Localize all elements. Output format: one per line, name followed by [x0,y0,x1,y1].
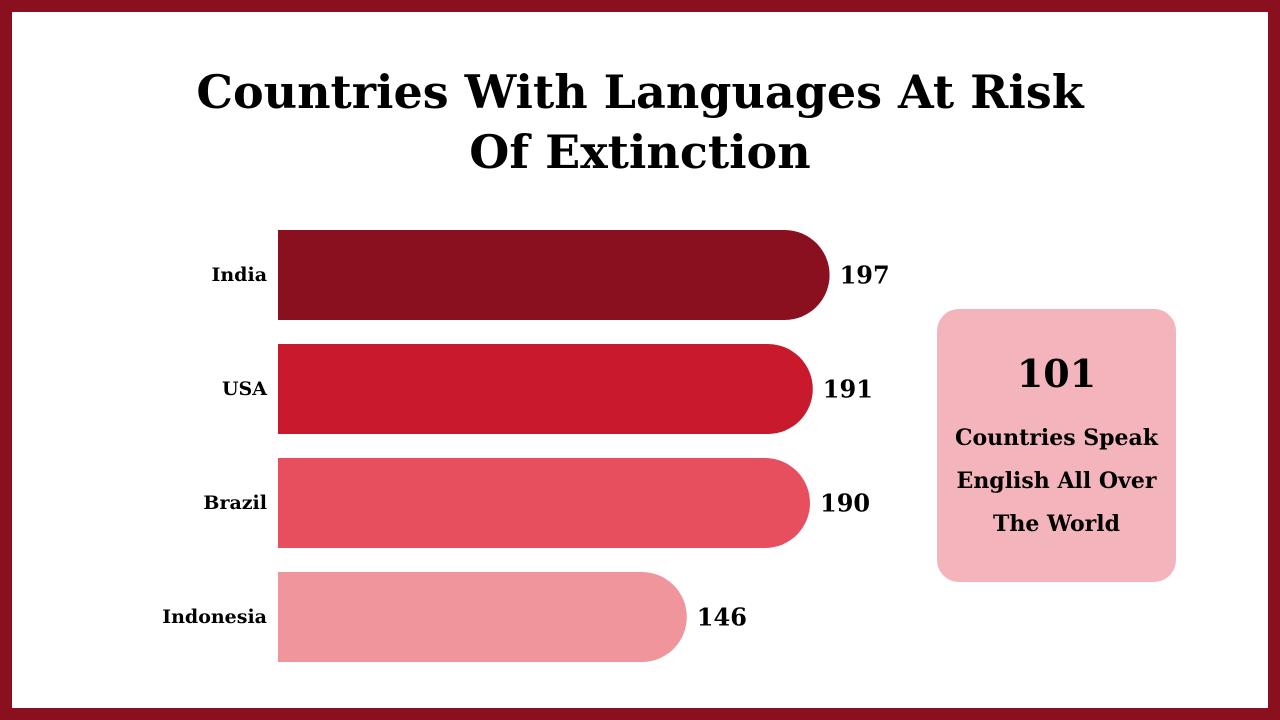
bar-brazil [278,458,810,548]
stat-callout: 101 Countries Speak English All Over The… [937,309,1176,582]
value-label-brazil: 190 [820,489,870,518]
bar-indonesia [278,572,687,662]
stat-callout-number: 101 [1016,351,1097,396]
category-label-indonesia: Indonesia [162,606,267,628]
chart-title: Countries With Languages At Risk Of Exti… [0,62,1280,182]
category-label-usa: USA [222,378,267,400]
chart-title-line-1: Countries With Languages At Risk [196,65,1084,119]
value-label-india: 197 [840,261,890,290]
category-label-india: India [211,264,267,286]
bar-india [278,230,830,320]
category-label-brazil: Brazil [203,492,267,514]
bar-usa [278,344,813,434]
value-label-indonesia: 146 [697,603,747,632]
value-label-usa: 191 [823,375,873,404]
stat-callout-text: Countries Speak English All Over The Wor… [954,425,1159,537]
chart-title-line-2: Of Extinction [469,125,811,179]
